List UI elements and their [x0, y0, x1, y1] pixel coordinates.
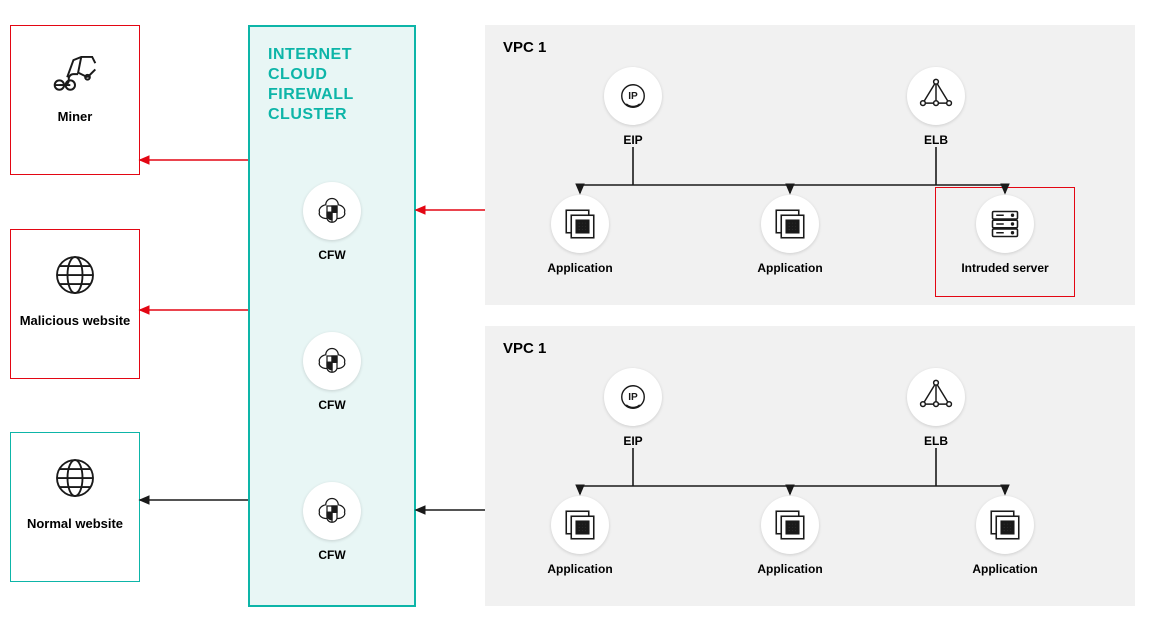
svg-text:IP: IP — [628, 392, 638, 403]
vpc-title: VPC 1 — [485, 25, 1135, 56]
elb-icon — [907, 67, 965, 125]
miner-box: Miner — [10, 25, 140, 175]
app-icon — [551, 195, 609, 253]
app-icon — [976, 496, 1034, 554]
miner-label: Miner — [11, 109, 139, 140]
cfw-icon — [303, 182, 361, 240]
app-icon — [761, 496, 819, 554]
node-label: EIP — [583, 434, 683, 448]
eip-node: IP EIP — [583, 67, 683, 147]
application-node: Application — [530, 496, 630, 576]
node-label: Application — [740, 562, 840, 576]
malicious-website-box: Malicious website — [10, 229, 140, 379]
vpc-title: VPC 1 — [485, 326, 1135, 357]
firewall-cluster-title: INTERNET CLOUD FIREWALL CLUSTER — [250, 27, 414, 133]
application-node: Application — [955, 496, 1055, 576]
app-icon — [551, 496, 609, 554]
app-icon — [761, 195, 819, 253]
ip-icon: IP — [604, 368, 662, 426]
node-label: EIP — [583, 133, 683, 147]
node-label: Application — [740, 261, 840, 275]
cfw-label: CFW — [250, 548, 414, 562]
firewall-diagram: Miner Malicious website Normal website I… — [0, 0, 1152, 630]
application-node: Application — [530, 195, 630, 275]
svg-text:IP: IP — [628, 91, 638, 102]
ip-icon: IP — [604, 67, 662, 125]
malicious-label: Malicious website — [11, 313, 139, 344]
node-label: Application — [530, 562, 630, 576]
cfw-icon — [303, 482, 361, 540]
globe-icon — [45, 448, 105, 508]
normal-label: Normal website — [11, 516, 139, 547]
cfw-node: CFW — [250, 332, 414, 412]
elb-node: ELB — [886, 67, 986, 147]
miner-icon — [45, 41, 105, 101]
application-node: Application — [740, 496, 840, 576]
application-node: Application — [740, 195, 840, 275]
cfw-icon — [303, 332, 361, 390]
cfw-node: CFW — [250, 482, 414, 562]
normal-website-box: Normal website — [10, 432, 140, 582]
cfw-node: CFW — [250, 182, 414, 262]
cfw-label: CFW — [250, 398, 414, 412]
globe-icon — [45, 245, 105, 305]
vpc-box: VPC 1 IPEIPELBApplicationApplicationIntr… — [485, 25, 1135, 305]
cfw-label: CFW — [250, 248, 414, 262]
node-label: ELB — [886, 434, 986, 448]
eip-node: IP EIP — [583, 368, 683, 448]
elb-icon — [907, 368, 965, 426]
node-label: Application — [530, 261, 630, 275]
node-label: ELB — [886, 133, 986, 147]
elb-node: ELB — [886, 368, 986, 448]
node-label: Application — [955, 562, 1055, 576]
firewall-cluster: INTERNET CLOUD FIREWALL CLUSTER CFW — [248, 25, 416, 607]
intruded-highlight — [935, 187, 1075, 297]
vpc-box: VPC 1 IP EIP ELB Application Application Appl… — [485, 326, 1135, 606]
